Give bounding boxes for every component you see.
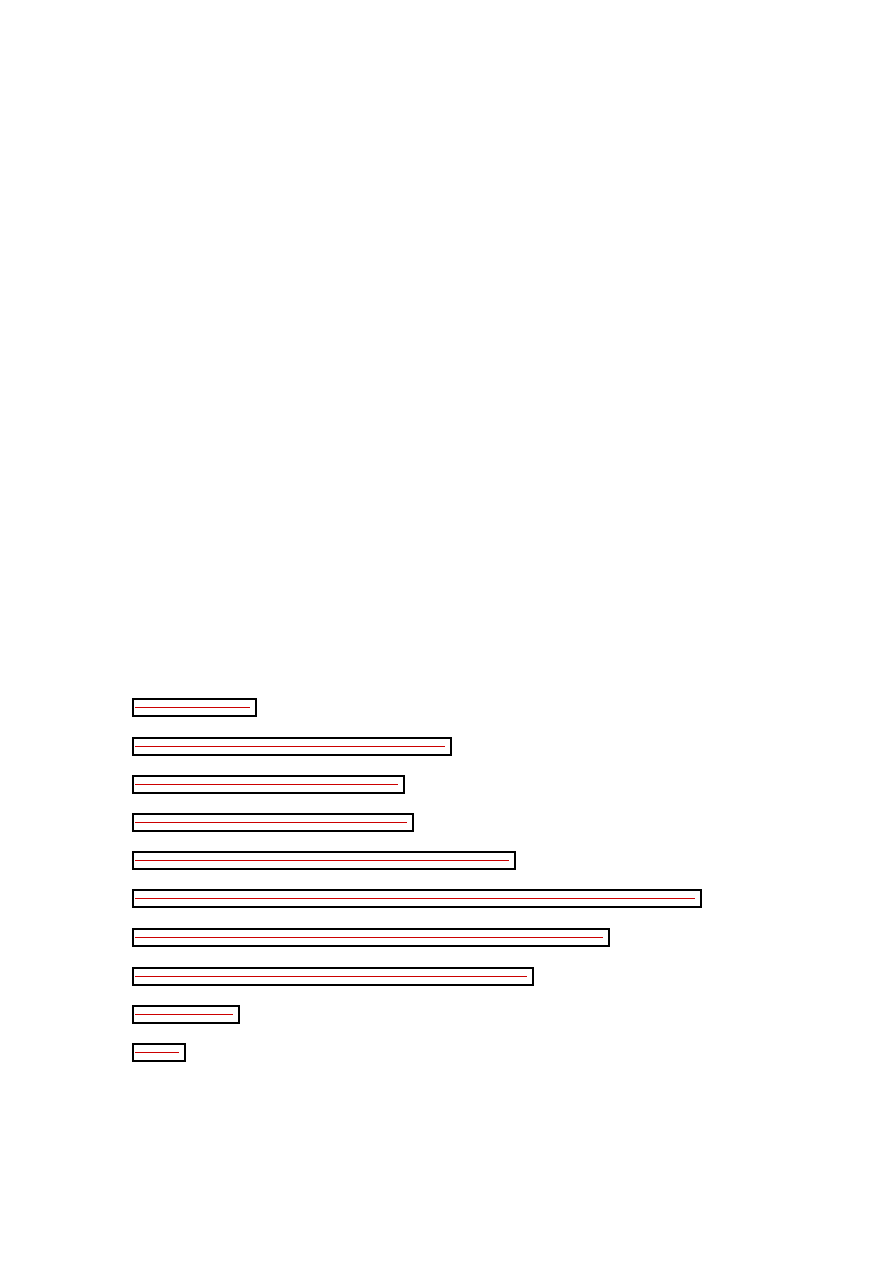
underline-rule	[135, 784, 398, 785]
boxed-field	[132, 813, 414, 832]
underline-rule	[135, 937, 603, 938]
underline-rule	[135, 746, 445, 747]
underline-rule	[135, 860, 509, 861]
boxed-field	[132, 775, 405, 794]
underline-rule	[135, 1052, 179, 1053]
boxed-field	[132, 851, 516, 870]
boxed-field	[132, 737, 452, 756]
boxed-field	[132, 928, 610, 947]
underline-rule	[135, 707, 250, 708]
boxed-field	[132, 889, 702, 908]
boxed-field	[132, 967, 534, 986]
underline-rule	[135, 1014, 233, 1015]
underline-rule	[135, 976, 527, 977]
underline-rule	[135, 822, 407, 823]
underline-rule	[135, 898, 695, 899]
boxed-field	[132, 1043, 186, 1062]
boxed-field	[132, 1005, 240, 1024]
boxed-field	[132, 698, 257, 717]
